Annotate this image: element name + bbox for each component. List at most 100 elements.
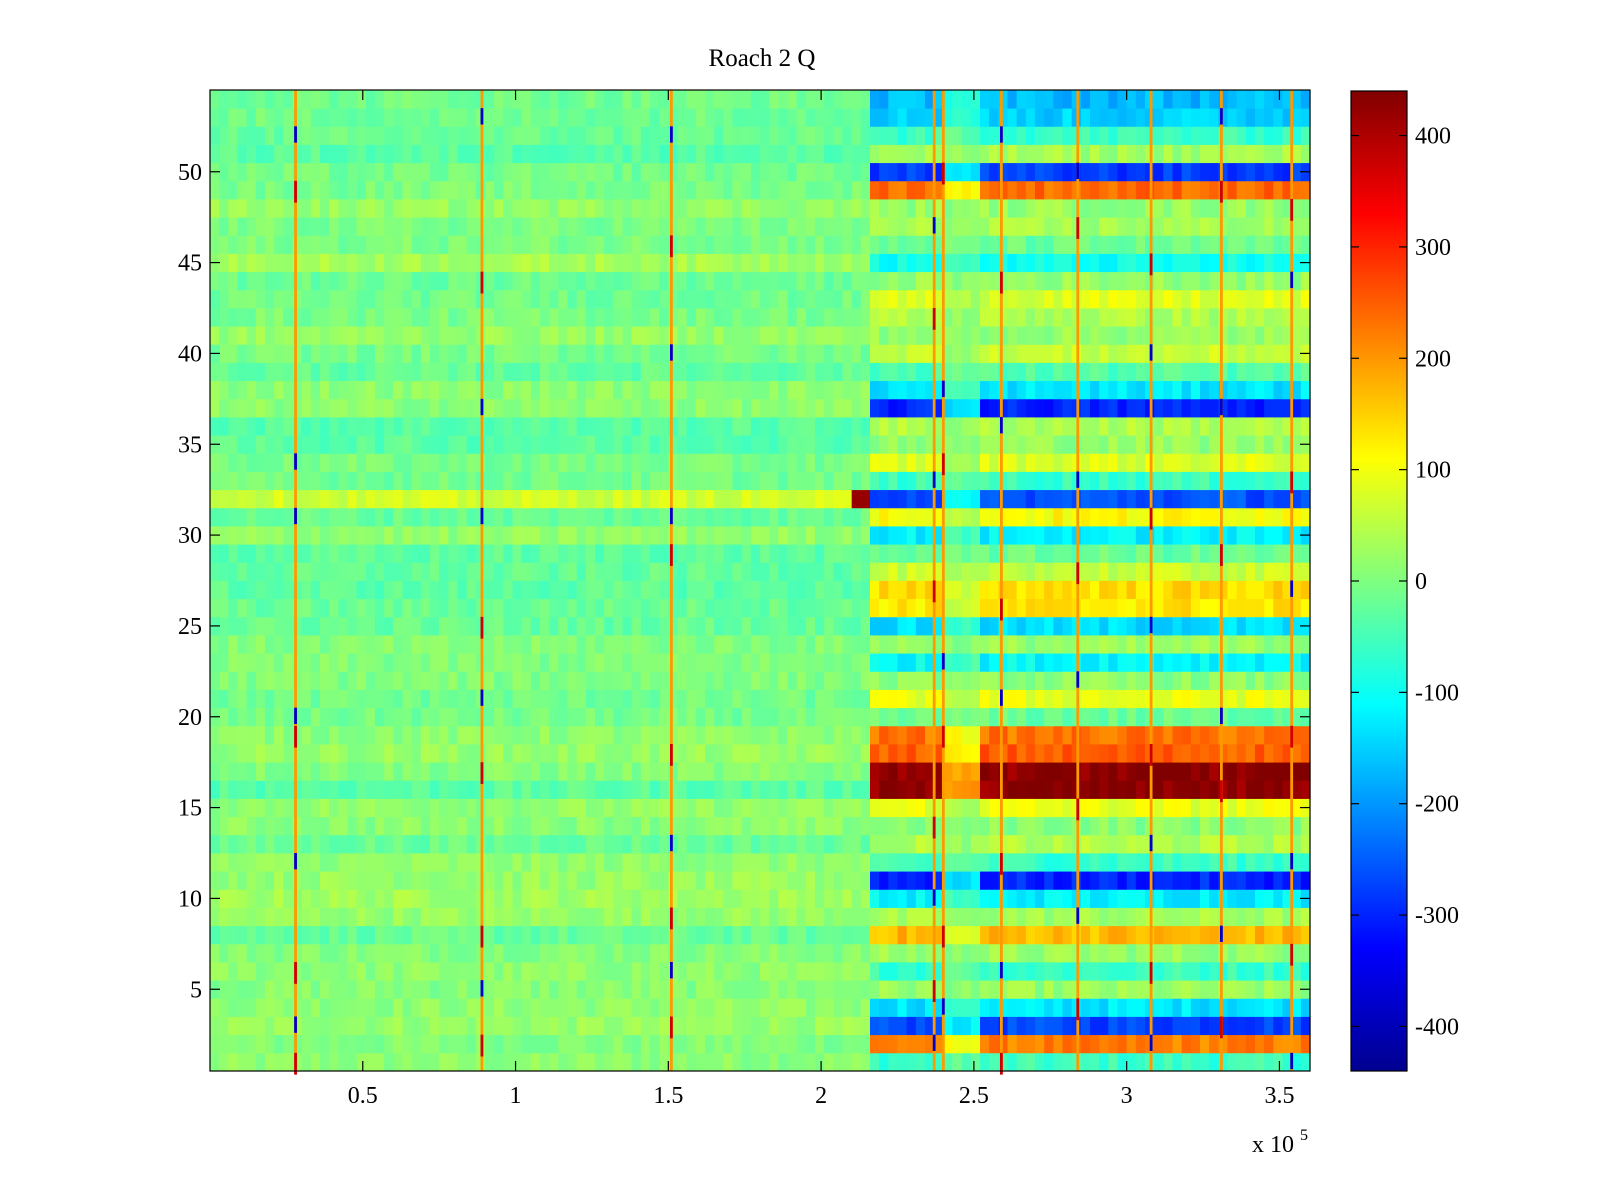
heatmap-cell (521, 671, 532, 690)
heatmap-cell (1025, 689, 1036, 709)
heatmap-cell (558, 980, 569, 999)
heatmap-cell (595, 780, 605, 799)
heatmap-cell (274, 1016, 284, 1036)
heatmap-cell (1080, 925, 1091, 945)
heatmap-cell (1154, 526, 1164, 545)
heatmap-cell (595, 980, 605, 999)
heatmap-cell (1181, 925, 1192, 945)
heatmap-cell (1190, 780, 1201, 799)
heatmap-cell (750, 998, 761, 1017)
heatmap-cell (1108, 980, 1119, 999)
heatmap-cell (1227, 562, 1238, 581)
heatmap-cell (585, 1052, 596, 1072)
heatmap-cell (769, 853, 779, 872)
heatmap-cell (512, 907, 523, 927)
heatmap-cell (540, 671, 550, 690)
heatmap-cell (375, 925, 385, 945)
heatmap-cell (420, 417, 431, 436)
heatmap-cell (457, 653, 468, 672)
heatmap-cell (567, 507, 578, 527)
heatmap-cell (943, 616, 954, 636)
heatmap-cell (851, 1034, 862, 1054)
heatmap-cell (439, 762, 449, 781)
heatmap-cell (411, 816, 422, 836)
heatmap-cell (1264, 489, 1274, 509)
heatmap-cell (558, 962, 569, 981)
heatmap-cell (1209, 616, 1219, 636)
heatmap-cell (228, 671, 239, 690)
heatmap-cell (860, 834, 871, 854)
heatmap-cell (1255, 398, 1265, 418)
heatmap-cell (980, 362, 990, 382)
heatmap-cell (448, 616, 459, 636)
heatmap-cell (1273, 635, 1284, 654)
heatmap-cell (1172, 380, 1183, 400)
heatmap-cell (1181, 871, 1192, 890)
heatmap-cell (1245, 362, 1256, 382)
heatmap-cell (1154, 980, 1164, 999)
heatmap-cell (943, 798, 954, 818)
heatmap-cell (1264, 526, 1274, 545)
heatmap-cell (970, 526, 981, 545)
heatmap-cell (595, 671, 605, 690)
heatmap-cell (870, 871, 880, 890)
heatmap-cell (677, 526, 688, 545)
heatmap-cell (870, 435, 880, 454)
heatmap-cell (1108, 707, 1119, 727)
heatmap-cell (530, 816, 541, 836)
heatmap-cell (650, 707, 660, 727)
heatmap-cell (329, 853, 339, 872)
heatmap-cell (760, 1052, 770, 1072)
heatmap-cell (1209, 562, 1219, 581)
heatmap-cell (879, 417, 889, 436)
heatmap-cell (1062, 925, 1073, 945)
heatmap-cell (576, 580, 587, 600)
heatmap-cell (1282, 962, 1293, 981)
heatmap-cell (879, 1016, 889, 1036)
heatmap-cell (732, 580, 743, 600)
heatmap-cell (970, 380, 981, 400)
heatmap-cell (585, 853, 596, 872)
heatmap-cell (1273, 326, 1284, 345)
heatmap-cell (998, 762, 1009, 781)
heatmap-cell (815, 1016, 825, 1036)
heatmap-cell (915, 816, 926, 836)
heatmap-cell (824, 526, 834, 545)
heatmap-cell (1282, 1016, 1293, 1036)
heatmap-cell (870, 489, 880, 509)
heatmap-cell (750, 744, 761, 763)
heatmap-cell (705, 398, 715, 418)
heatmap-cell (833, 653, 844, 672)
heatmap-cell (1190, 562, 1201, 581)
heatmap-cell (1200, 435, 1210, 454)
heatmap-cell (686, 1052, 697, 1072)
heatmap-cell (723, 925, 734, 945)
heatmap-cell (255, 598, 266, 618)
heatmap-cell (210, 1034, 220, 1054)
heatmap-cell (686, 707, 697, 727)
heatmap-cell (879, 562, 889, 581)
heatmap-cell (1099, 616, 1109, 636)
heatmap-cell (1135, 798, 1146, 818)
heatmap-cell (329, 816, 339, 836)
heatmap-cell (310, 344, 321, 363)
heatmap-cell (833, 435, 844, 454)
heatmap-cell (1099, 943, 1109, 963)
heatmap-cell (301, 398, 312, 418)
heatmap-cell (723, 616, 734, 636)
heatmap-cell (1117, 689, 1128, 709)
heatmap-cell (640, 798, 651, 818)
heatmap-cell (842, 635, 853, 654)
heatmap-cell (668, 962, 679, 981)
heatmap-cell (466, 816, 477, 836)
heatmap-cell (1044, 943, 1054, 963)
heatmap-cell (549, 435, 559, 454)
heatmap-cell (668, 871, 679, 890)
heatmap-cell (723, 962, 734, 981)
heatmap-cell (870, 616, 880, 636)
heatmap-cell (714, 562, 724, 581)
heatmap-cell (796, 871, 807, 890)
heatmap-cell (796, 616, 807, 636)
heatmap-cell (741, 689, 752, 709)
heatmap-cell (219, 671, 229, 690)
